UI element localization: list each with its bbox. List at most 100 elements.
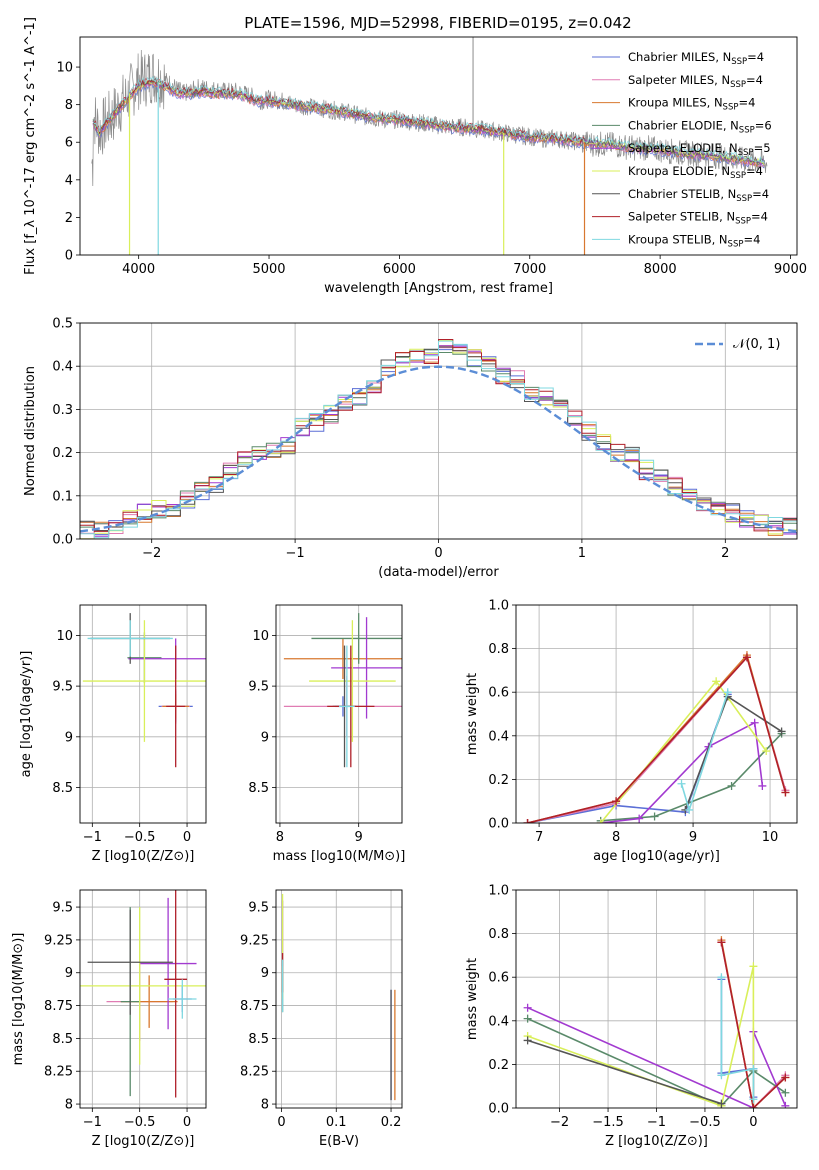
normal-curve [80, 365, 797, 533]
weight-marker [762, 747, 771, 756]
x-axis-label: age [log10(age/yr)] [593, 849, 720, 864]
y-tick-label: 8.5 [52, 1032, 73, 1047]
weight-marker [781, 1073, 790, 1082]
x-tick-label: 0 [434, 546, 442, 561]
plot-area-age-vs-mass [276, 605, 402, 823]
x-axis-label: wavelength [Angstrom, rest frame] [324, 281, 553, 296]
y-axis-label: Flux [f_λ 10^-17 erg cm^-2 s^-1 A^-1] [23, 17, 38, 275]
x-tick-label: 0 [277, 1115, 285, 1130]
weight-marker [523, 1036, 532, 1045]
errorbar-point [82, 620, 206, 742]
x-tick-label: 6000 [383, 262, 416, 277]
y-tick-label: 0 [65, 249, 73, 264]
weight-line-8 [720, 977, 755, 1100]
y-axis-label: mass weight [465, 673, 480, 755]
weight-line-1 [527, 655, 787, 823]
x-tick-label: 8 [276, 830, 284, 845]
legend-label: 𝒩(0, 1) [733, 337, 780, 352]
histogram-8 [80, 340, 797, 539]
model-spectrum-0 [92, 81, 765, 169]
y-tick-label: 0.4 [488, 729, 509, 744]
x-tick-label: 0.2 [381, 1115, 402, 1130]
y-tick-label: 8 [261, 1098, 269, 1113]
x-tick-label: 9000 [774, 262, 807, 277]
y-tick-label: 0.0 [52, 533, 73, 548]
y-tick-label: 9.25 [44, 933, 73, 948]
x-axis-label: Z [log10(Z/Z⊙)] [92, 849, 195, 864]
y-tick-label: 0.5 [52, 317, 73, 332]
x-tick-label: −1 [83, 830, 102, 845]
weight-marker [727, 781, 736, 790]
y-tick-label: 0.4 [52, 360, 73, 375]
legend-label: Kroupa ELODIE, NSSP=4 [628, 164, 763, 181]
weight-line-6 [527, 1039, 722, 1105]
y-tick-label: 8 [65, 98, 73, 113]
x-tick-label: −0.5 [124, 1115, 156, 1130]
weight-marker [650, 812, 659, 821]
weight-line-5 [600, 679, 767, 823]
y-tick-label: 9 [261, 966, 269, 981]
y-tick-label: 0.3 [52, 403, 73, 418]
x-tick-label: 1 [578, 546, 586, 561]
x-tick-label: −1 [286, 546, 305, 561]
weight-marker [635, 814, 644, 823]
y-tick-label: 8.5 [248, 1032, 269, 1047]
x-axis-label: (data-model)/error [378, 565, 499, 580]
errorbar-point [87, 620, 173, 657]
weight-marker [523, 1003, 532, 1012]
errorbar-point [139, 897, 197, 1030]
weight-marker [781, 788, 790, 797]
model-spectrum-7 [92, 77, 585, 144]
weight-line-3 [527, 1017, 786, 1107]
x-tick-label: 0 [749, 1115, 757, 1130]
y-axis-label: Normed distribution [23, 366, 38, 496]
axes-frame [275, 889, 403, 1109]
weight-marker [717, 1071, 726, 1080]
x-tick-label: 8000 [644, 262, 677, 277]
weight-line-2 [527, 653, 787, 823]
errorbar-point [339, 645, 355, 768]
y-tick-label: 8.75 [44, 999, 73, 1014]
plot-area-weight-vs-Z [516, 890, 797, 1108]
weight-marker [717, 1099, 726, 1108]
panel-spectrum: 4000 5000 6000 7000 8000 9000 0 2 4 6 8 10 wavelengt… [23, 17, 807, 296]
x-tick-label: 7000 [513, 262, 546, 277]
y-tick-label: 0.0 [488, 1102, 509, 1117]
weight-marker [777, 727, 786, 736]
x-tick-label: 4000 [122, 262, 155, 277]
panel-residuals: −2 −1 0 1 2 0.0 0.1 0.2 0.3 0.4 0.5 (data-model)/er… [23, 317, 798, 580]
weight-marker [685, 805, 694, 814]
errorbar-point [309, 620, 396, 742]
weight-marker [523, 1014, 532, 1023]
y-axis-label: age [log10(age/yr)] [19, 651, 34, 778]
axes-frame [79, 604, 207, 824]
panel-age-vs-Z: −1 −0.5 0 8.5 9 9.5 10 Z [log10(Z/Z⊙)] age [log1… [19, 604, 207, 864]
panel-weight-vs-age: 7 8 9 10 0.0 0.2 0.4 0.6 0.8 1.0 age [log10(age/yr… [465, 599, 798, 864]
x-axis-label: Z [log10(Z/Z⊙)] [605, 1134, 708, 1149]
legend-label: Kroupa MILES, NSSP=4 [628, 96, 755, 113]
x-tick-label: 0.1 [326, 1115, 347, 1130]
x-tick-label: 0 [183, 1115, 191, 1130]
plot-area-residuals [80, 323, 797, 539]
y-tick-label: 0.0 [488, 817, 509, 832]
y-tick-label: 1.0 [488, 884, 509, 899]
weight-marker [717, 938, 726, 947]
axes-frame [275, 604, 403, 824]
x-tick-label: 9 [689, 830, 697, 845]
y-tick-label: 0.2 [488, 1058, 509, 1073]
axes-frame [515, 604, 798, 824]
x-tick-label: −1 [83, 1115, 102, 1130]
y-tick-label: 0.2 [52, 446, 73, 461]
errorbar-point [166, 645, 186, 768]
weight-marker [612, 797, 621, 806]
y-tick-label: 4 [65, 173, 73, 188]
weight-marker [596, 819, 605, 823]
panel-mass-vs-EBV: 0 0.1 0.2 8 8.25 8.5 8.75 9 9.25 9.5 E(B-V) [240, 889, 403, 1149]
plot-area-mass-vs-EBV [276, 890, 402, 1108]
x-axis-label: Z [log10(Z/Z⊙)] [92, 1134, 195, 1149]
axes-frame [79, 889, 207, 1109]
x-tick-label: −1.5 [592, 1115, 624, 1130]
weight-line-7 [720, 942, 786, 1108]
x-tick-label: −0.5 [124, 830, 156, 845]
errorbar-point [168, 979, 197, 1019]
